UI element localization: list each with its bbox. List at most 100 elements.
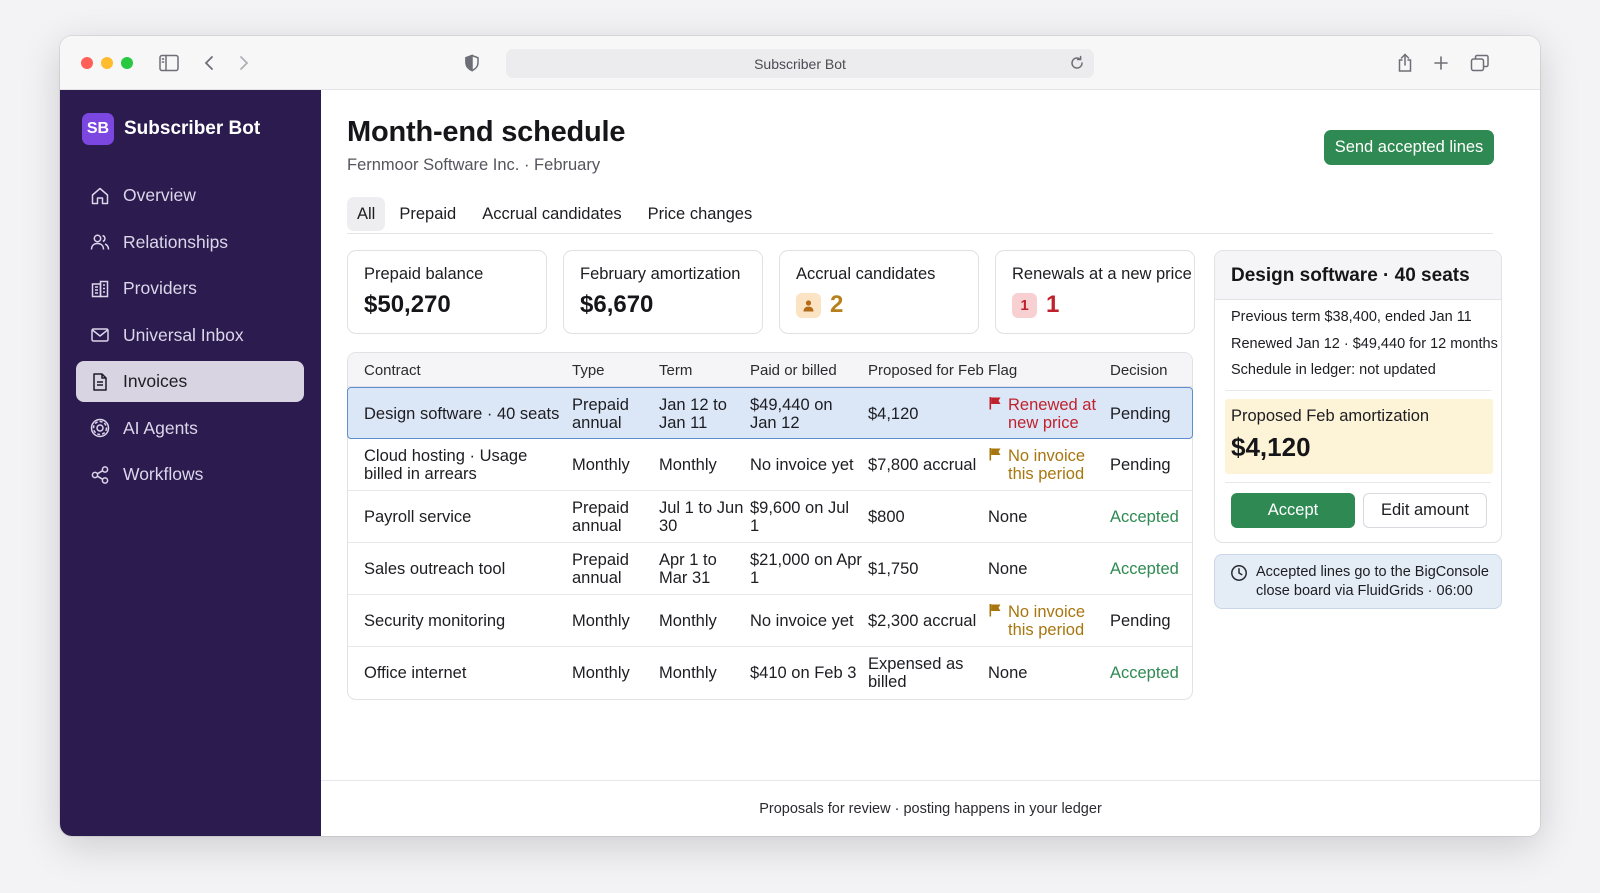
gear-icon: [90, 418, 110, 438]
cell-term: Apr 1 to Mar 31: [659, 550, 717, 588]
sidebar-item-relationships[interactable]: Relationships: [76, 222, 304, 263]
cell-proposed: $2,300 accrual: [868, 611, 977, 630]
stat-value: $50,270: [364, 291, 451, 318]
table-row[interactable]: Office internet Monthly Monthly $410 on …: [348, 647, 1192, 699]
stat-label: February amortization: [580, 265, 741, 283]
sidebar-item-workflows[interactable]: Workflows: [76, 454, 304, 495]
stat-prepaid-balance: Prepaid balance $50,270: [347, 250, 547, 334]
renewal-count-badge: 1: [1012, 292, 1037, 318]
page-subtitle: Fernmoor Software Inc. · February: [347, 156, 601, 174]
close-window-button[interactable]: [81, 57, 93, 69]
cell-paid: $49,440 on Jan 12: [750, 395, 833, 433]
sidebar-item-overview[interactable]: Overview: [76, 175, 304, 216]
sidebar-item-invoices[interactable]: Invoices: [76, 361, 304, 402]
zoom-window-button[interactable]: [121, 57, 133, 69]
column-header-paid[interactable]: Paid or billed: [750, 362, 837, 379]
tab-all[interactable]: All: [347, 197, 386, 231]
column-header-proposed[interactable]: Proposed for Feb: [868, 362, 984, 379]
table-row[interactable]: Design software · 40 seats Prepaid annua…: [347, 387, 1193, 439]
cell-proposed: Expensed as billed: [868, 654, 964, 692]
stat-february-amortization: February amortization $6,670: [563, 250, 763, 334]
new-tab-icon[interactable]: [1429, 51, 1453, 75]
stat-value: 2: [830, 291, 844, 318]
table-row[interactable]: Sales outreach tool Prepaid annual Apr 1…: [348, 543, 1192, 595]
sidebar-item-providers[interactable]: Providers: [76, 268, 304, 309]
edit-amount-button[interactable]: Edit amount: [1363, 493, 1487, 528]
cell-flag: None: [988, 559, 1028, 578]
cell-decision: Accepted: [1110, 663, 1179, 682]
sidebar-nav: Overview Relationships Providers Univers…: [76, 175, 304, 501]
cell-type: Monthly: [572, 455, 630, 474]
proposed-amortization-box: Proposed Feb amortization $4,120: [1225, 399, 1493, 474]
tab-prepaid[interactable]: Prepaid: [399, 204, 457, 223]
sidebar-item-label: AI Agents: [123, 417, 198, 438]
address-bar[interactable]: Subscriber Bot: [506, 49, 1094, 78]
person-icon: [796, 292, 821, 318]
table-row[interactable]: Security monitoring Monthly Monthly No i…: [348, 595, 1192, 647]
cell-proposed: $7,800 accrual: [868, 455, 977, 474]
cell-term: Jul 1 to Jun 30: [659, 498, 744, 536]
column-header-decision[interactable]: Decision: [1110, 362, 1168, 379]
column-header-contract[interactable]: Contract: [364, 362, 421, 379]
reload-icon[interactable]: [1068, 54, 1086, 72]
flag-text: No invoice this period: [1008, 602, 1086, 640]
stat-label: Renewals at a new price: [1012, 265, 1192, 283]
proposed-label: Proposed Feb amortization: [1231, 407, 1430, 425]
brand-logo: SB: [82, 113, 114, 145]
stat-label: Accrual candidates: [796, 265, 936, 283]
cell-contract: Payroll service: [364, 507, 472, 526]
sidebar-item-universal-inbox[interactable]: Universal Inbox: [76, 315, 304, 356]
cell-contract: Office internet: [364, 663, 467, 682]
detail-title: Design software · 40 seats: [1231, 265, 1470, 286]
clock-icon: [1230, 564, 1248, 582]
detail-panel: Design software · 40 seats Previous term…: [1214, 250, 1502, 543]
cell-paid: $9,600 on Jul 1: [750, 498, 850, 536]
filter-tabs: All Prepaid Accrual candidates Price cha…: [347, 197, 1493, 234]
cell-decision: Accepted: [1110, 507, 1179, 526]
detail-header: Design software · 40 seats: [1215, 251, 1501, 300]
detail-previous-term: Previous term $38,400, ended Jan 11: [1231, 309, 1472, 325]
cell-flag: No invoice this period: [988, 595, 1108, 647]
forward-icon[interactable]: [232, 51, 256, 75]
stat-renewals-new-price: Renewals at a new price 1 1: [995, 250, 1195, 334]
cell-decision: Pending: [1110, 611, 1171, 630]
cell-contract: Cloud hosting · Usage billed in arrears: [364, 446, 528, 484]
footer: Proposals for review · posting happens i…: [321, 780, 1540, 836]
table-row[interactable]: Cloud hosting · Usage billed in arrears …: [348, 439, 1192, 491]
cell-flag: No invoice this period: [988, 439, 1108, 491]
send-accepted-lines-button[interactable]: Send accepted lines: [1324, 130, 1494, 165]
back-icon[interactable]: [197, 51, 221, 75]
column-header-type[interactable]: Type: [572, 362, 605, 379]
flag-text: No invoice this period: [1008, 446, 1086, 484]
tab-price-changes[interactable]: Price changes: [647, 204, 753, 223]
cell-type: Monthly: [572, 663, 630, 682]
table-row[interactable]: Payroll service Prepaid annual Jul 1 to …: [348, 491, 1192, 543]
info-note: Accepted lines go to the BigConsole clos…: [1214, 554, 1502, 609]
home-icon: [91, 187, 109, 204]
column-header-term[interactable]: Term: [659, 362, 693, 379]
tab-overview-icon[interactable]: [1468, 51, 1492, 75]
cell-proposed: $4,120: [868, 404, 919, 423]
sidebar-item-label: Relationships: [123, 231, 229, 252]
brand[interactable]: SB Subscriber Bot: [82, 113, 260, 145]
sidebar-toggle-icon[interactable]: [157, 51, 181, 75]
tab-accrual-candidates[interactable]: Accrual candidates: [482, 204, 622, 223]
cell-contract: Design software · 40 seats: [364, 404, 560, 423]
cell-proposed: $1,750: [868, 559, 919, 578]
workflow-icon: [91, 465, 109, 484]
sidebar-item-ai-agents[interactable]: AI Agents: [76, 408, 304, 449]
privacy-shield-icon[interactable]: [460, 51, 484, 75]
sidebar-item-label: Universal Inbox: [123, 324, 244, 345]
flag-icon: [989, 448, 1001, 461]
share-icon[interactable]: [1393, 51, 1417, 75]
minimize-window-button[interactable]: [101, 57, 113, 69]
schedule-table: Contract Type Term Paid or billed Propos…: [347, 352, 1193, 700]
cell-flag: None: [988, 663, 1028, 682]
main-content: Month-end schedule Fernmoor Software Inc…: [321, 90, 1540, 836]
cell-decision: Pending: [1110, 455, 1171, 474]
column-header-flag[interactable]: Flag: [988, 362, 1018, 379]
brand-name: Subscriber Bot: [124, 118, 261, 139]
divider: [1225, 390, 1491, 391]
flag-icon: [989, 397, 1001, 410]
accept-button[interactable]: Accept: [1231, 493, 1355, 528]
